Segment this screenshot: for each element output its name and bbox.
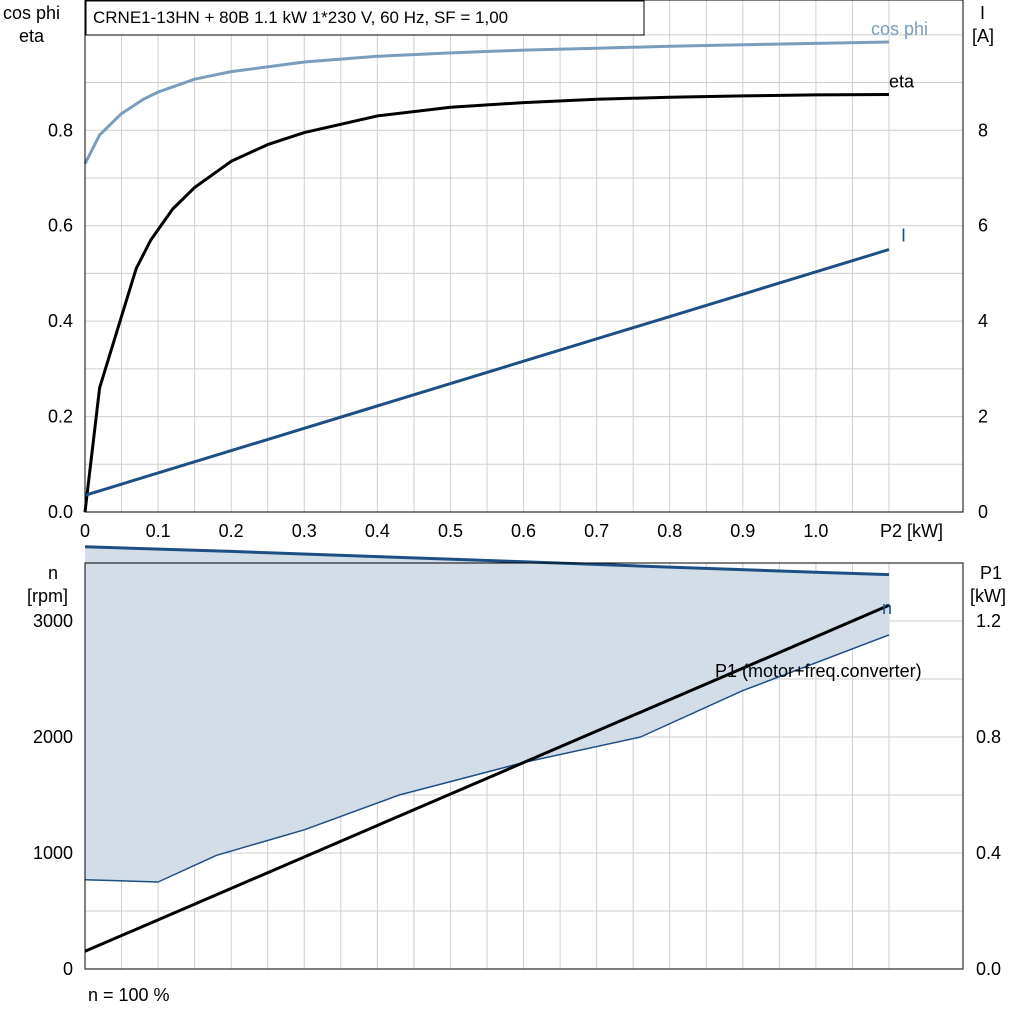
- series-label-eta: eta: [889, 71, 915, 91]
- bottom-series-group: n P1 (motor+freq.converter): [84, 545, 922, 953]
- x-tick-label: 0.9: [730, 521, 755, 541]
- y-left-tick-label: 0.2: [48, 407, 73, 427]
- y-right-tick-label: 0.4: [976, 843, 1001, 863]
- y-right-tick-label: 0.0: [976, 959, 1001, 979]
- series-line-n-minimum: [84, 634, 890, 883]
- y-left-tick-label: 0.4: [48, 311, 73, 331]
- x-tick-label: 0.5: [438, 521, 463, 541]
- x-tick-label: 1.0: [803, 521, 828, 541]
- y-left-tick-label: 0.0: [48, 502, 73, 522]
- top-left-axis-title-1: cos phi: [3, 3, 60, 23]
- series-line-i: [84, 248, 890, 497]
- y-left-tick-label: 0: [63, 959, 73, 979]
- top-chart-panel: cos phi eta I 0 0.1 0.2 0.3 0.4 0.5 0.6 0.7 0.8 0.9…: [3, 0, 994, 541]
- x-tick-label: 0.3: [292, 521, 317, 541]
- bottom-left-axis-title-1: n: [48, 563, 58, 583]
- series-label-i: I: [901, 226, 906, 246]
- y-left-tick-label: 1000: [33, 843, 73, 863]
- y-right-tick-label: 2: [978, 407, 988, 427]
- operating-range-area: [85, 546, 889, 882]
- series-line-eta: [83, 93, 890, 513]
- y-left-tick-label: 0.8: [48, 120, 73, 140]
- y-right-tick-label: 0: [978, 502, 988, 522]
- top-title-box: CRNE1-13HN + 80B 1.1 kW 1*230 V, 60 Hz, …: [85, 0, 645, 36]
- bottom-right-axis-title-1: P1: [980, 563, 1002, 583]
- series-label-p1: P1 (motor+freq.converter): [715, 661, 922, 681]
- x-tick-label: 0.4: [365, 521, 390, 541]
- y-right-tick-label: 4: [978, 311, 988, 331]
- y-right-tick-label: 0.8: [976, 727, 1001, 747]
- top-x-axis-title: P2 [kW]: [880, 521, 943, 541]
- bottom-left-axis-title-2: [rpm]: [27, 586, 68, 606]
- series-line-cos-phi: [83, 40, 890, 165]
- y-left-tick-label: 0.6: [48, 216, 73, 236]
- series-label-cos-phi: cos phi: [871, 19, 928, 39]
- series-label-n: n: [882, 598, 892, 618]
- top-grid: [85, 0, 963, 512]
- top-series-group: cos phi eta I: [83, 19, 928, 513]
- bottom-right-axis-title-2: [kW]: [970, 586, 1006, 606]
- x-tick-label: 0.6: [511, 521, 536, 541]
- y-right-tick-label: 6: [978, 216, 988, 236]
- y-left-tick-label: 2000: [33, 727, 73, 747]
- series-line-p1: [84, 603, 890, 953]
- x-tick-label: 0.2: [219, 521, 244, 541]
- top-right-axis-title-2: [A]: [972, 26, 994, 46]
- bottom-footnote: n = 100 %: [88, 985, 170, 1005]
- x-tick-label: 0: [80, 521, 90, 541]
- title-box-frame: [85, 0, 645, 36]
- x-tick-label: 0.7: [584, 521, 609, 541]
- series-line-n: [84, 545, 890, 577]
- y-right-tick-label: 8: [978, 120, 988, 140]
- x-tick-label: 0.1: [146, 521, 171, 541]
- y-right-tick-label: 1.2: [976, 611, 1001, 631]
- top-left-axis-title-2: eta: [19, 26, 45, 46]
- y-left-tick-label: 3000: [33, 611, 73, 631]
- bottom-plot-frame: [84, 562, 964, 970]
- top-right-axis-title-1: I: [980, 3, 985, 23]
- x-tick-label: 0.8: [657, 521, 682, 541]
- top-plot-frame: [84, 0, 964, 513]
- chart-title: CRNE1-13HN + 80B 1.1 kW 1*230 V, 60 Hz, …: [93, 8, 508, 27]
- bottom-tick-labels: 0 1000 2000 3000 0.0 0.4 0.8 1.2: [33, 611, 1001, 979]
- top-tick-labels: 0 0.1 0.2 0.3 0.4 0.5 0.6 0.7 0.8 0.9 1.0 0.0 0.2 0.4…: [48, 120, 988, 541]
- bottom-chart-panel: n P1 (motor+freq.converter) 0 1000 2000 3000…: [27, 545, 1006, 1005]
